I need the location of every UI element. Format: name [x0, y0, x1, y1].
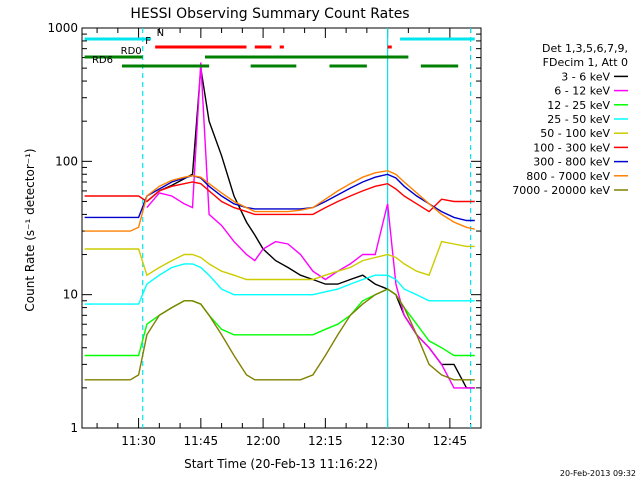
y-tick-label: 1: [70, 421, 78, 435]
series-line: [84, 288, 475, 357]
y-tick-label: 1000: [47, 21, 78, 35]
legend-label: 800 - 7000 keV: [526, 170, 610, 183]
y-axis-label: Count Rate (s⁻¹ detector⁻¹): [23, 148, 37, 311]
x-tick-label: 12:00: [246, 434, 281, 448]
y-tick-label: 10: [63, 288, 78, 302]
legend-label: 50 - 100 keV: [540, 127, 610, 140]
series-line: [84, 169, 475, 232]
series-line: [84, 181, 475, 216]
legend-label: 12 - 25 keV: [547, 99, 610, 112]
legend-header: Det 1,3,5,6,7,9,: [542, 42, 628, 55]
flag-bar-label: F: [145, 36, 151, 47]
legend-label: 100 - 300 keV: [533, 141, 610, 154]
x-tick-label: 12:45: [433, 434, 468, 448]
footer-timestamp: 20-Feb-2013 09:32: [560, 469, 636, 478]
series-line: [84, 240, 475, 281]
legend-label: 3 - 6 keV: [561, 70, 610, 83]
legend: Det 1,3,5,6,7,9,FDecim 1, Att 03 - 6 keV…: [512, 42, 628, 197]
series-line: [146, 62, 475, 389]
chart-title: HESSI Observing Summary Count Rates: [130, 6, 409, 22]
plot-area: 1 10 100 1000 11:30 11:45 12:00 12:15 12:30 12:45…: [47, 21, 482, 448]
series-line: [146, 67, 475, 389]
series-line: [84, 173, 475, 222]
x-tick-label: 12:30: [370, 434, 405, 448]
x-axis-label: Start Time (20-Feb-13 11:16:22): [184, 457, 378, 471]
legend-label: 300 - 800 keV: [533, 156, 610, 169]
flag-bar-label: RD6: [92, 55, 113, 66]
x-tick-label: 12:15: [308, 434, 343, 448]
series-line: [84, 263, 475, 305]
flag-bar-label: RD0: [121, 46, 142, 57]
series-line: [84, 288, 475, 381]
legend-label: 25 - 50 keV: [547, 113, 610, 126]
legend-label: 6 - 12 keV: [554, 85, 610, 98]
y-tick-label: 100: [55, 154, 78, 168]
x-tick-label: 11:30: [121, 434, 156, 448]
legend-label: 7000 - 20000 keV: [512, 184, 610, 197]
flag-bar-label: N: [157, 28, 164, 39]
plot-frame: [81, 27, 482, 429]
legend-header: FDecim 1, Att 0: [543, 56, 628, 69]
x-tick-label: 11:45: [184, 434, 219, 448]
